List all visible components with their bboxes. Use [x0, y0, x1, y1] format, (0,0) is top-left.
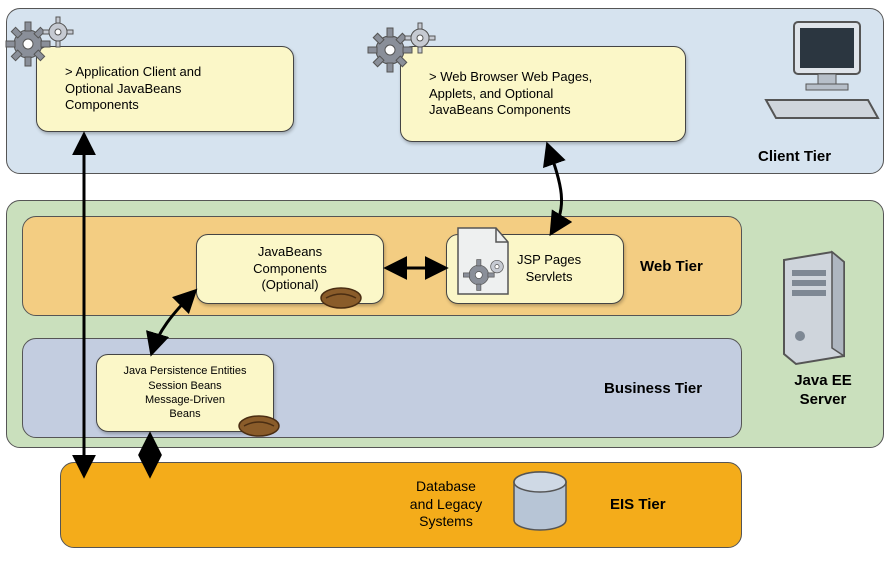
node-label: > Web Browser Web Pages,Applets, and Opt…: [429, 69, 592, 120]
node-label: Databaseand LegacySystems: [410, 478, 482, 529]
client-tier-label: Client Tier: [758, 148, 831, 165]
bean-icon: [236, 412, 282, 440]
business-tier-label: Business Tier: [604, 380, 702, 397]
node-label: JavaBeansComponents(Optional): [253, 244, 327, 295]
bean-icon: [318, 284, 364, 312]
computer-icon: [760, 18, 880, 128]
document-icon: [448, 224, 518, 302]
node-database: Databaseand LegacySystems: [396, 478, 496, 531]
server-icon: [774, 248, 850, 368]
eis-tier-label: EIS Tier: [610, 496, 666, 513]
gear-icon: [4, 14, 90, 76]
gear-icon: [366, 20, 452, 82]
database-icon: [510, 470, 570, 536]
javaee-server-label: Java EEServer: [778, 372, 868, 410]
node-label: JSP PagesServlets: [517, 252, 581, 286]
node-label: Java Persistence EntitiesSession BeansMe…: [124, 364, 247, 421]
web-tier-label: Web Tier: [640, 258, 703, 275]
